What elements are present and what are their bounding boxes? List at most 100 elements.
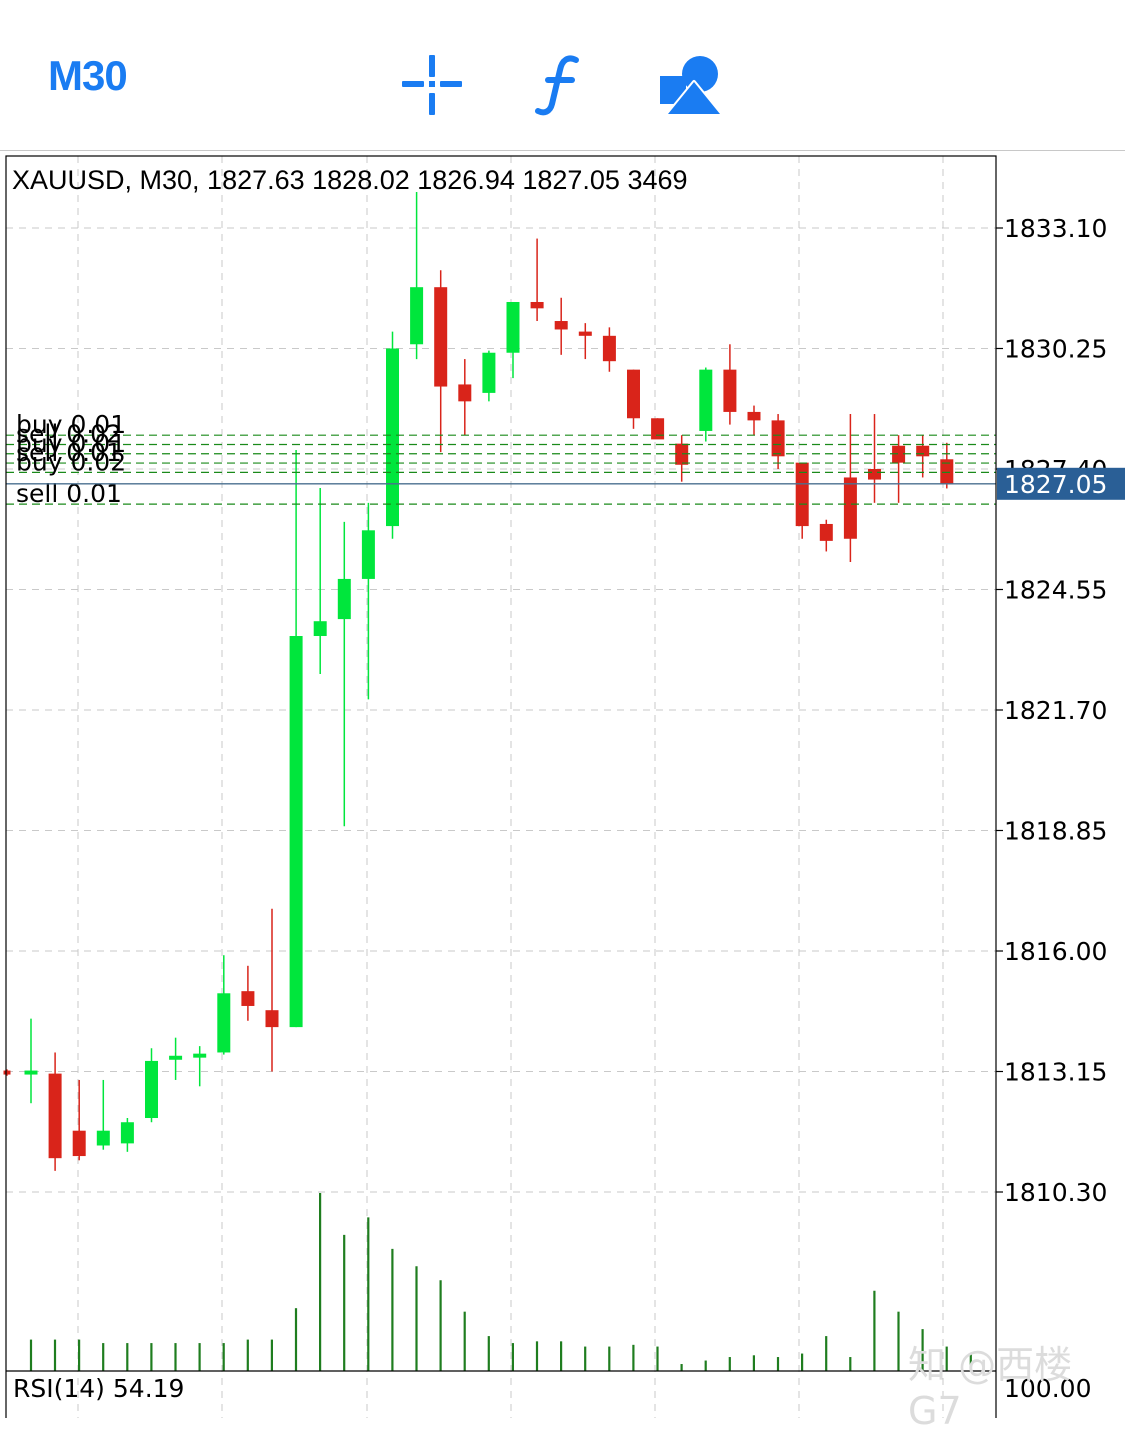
candle-29 bbox=[699, 367, 713, 442]
axis-tick-label-4: 1821.70 bbox=[1004, 696, 1107, 725]
candle-6 bbox=[145, 1048, 158, 1123]
candle-21 bbox=[506, 301, 520, 379]
candle-4 bbox=[96, 1079, 110, 1150]
objects-icon[interactable] bbox=[658, 52, 724, 118]
trade-line-label-3: sell 0.01 bbox=[16, 438, 122, 467]
toolbar-divider bbox=[0, 150, 1125, 151]
candle-body-9 bbox=[217, 993, 231, 1053]
candle-15 bbox=[361, 502, 375, 700]
candle-26 bbox=[627, 369, 640, 429]
candle-5 bbox=[120, 1118, 134, 1152]
candle-body-24 bbox=[578, 331, 592, 336]
candle-body-7 bbox=[169, 1055, 183, 1060]
candle-body-21 bbox=[506, 301, 520, 353]
rsi-axis-label: 100.00 bbox=[1004, 1374, 1091, 1403]
candle-body-23 bbox=[554, 321, 568, 330]
candle-body-34 bbox=[819, 523, 833, 541]
volume-bars bbox=[29, 1193, 972, 1371]
axis-tick-label-7: 1813.15 bbox=[1004, 1058, 1107, 1087]
candle-body-2 bbox=[48, 1073, 62, 1159]
candle-body-12 bbox=[289, 636, 303, 1028]
candle-27 bbox=[651, 418, 665, 440]
candle-body-10 bbox=[241, 991, 255, 1006]
candle-31 bbox=[747, 405, 761, 436]
current-price-label: 1827.05 bbox=[1004, 470, 1107, 499]
candle-body-17 bbox=[410, 287, 424, 345]
axis-tick-label-3: 1824.55 bbox=[1004, 576, 1107, 605]
candle-36 bbox=[868, 414, 881, 503]
candle-body-36 bbox=[868, 469, 881, 480]
candle-7 bbox=[169, 1037, 183, 1080]
candle-body-31 bbox=[747, 411, 761, 421]
candle-0 bbox=[3, 1069, 11, 1076]
toolbar: M30 bbox=[0, 0, 1125, 150]
candle-body-14 bbox=[337, 578, 351, 620]
axis-tick-label-0: 1833.10 bbox=[1004, 214, 1107, 243]
candle-33 bbox=[795, 462, 809, 539]
candle-body-5 bbox=[120, 1122, 134, 1144]
candle-10 bbox=[241, 965, 255, 1021]
candle-body-20 bbox=[482, 352, 496, 393]
candle-22 bbox=[530, 238, 544, 322]
candle-body-25 bbox=[602, 335, 616, 362]
candle-34 bbox=[819, 519, 833, 552]
candle-body-13 bbox=[313, 621, 327, 637]
candle-body-37 bbox=[892, 445, 906, 463]
trade-line-label-0: buy 0.01 bbox=[16, 410, 126, 439]
candle-9 bbox=[217, 955, 231, 1055]
price-axis: 1833.101830.251827.401824.551821.701818.… bbox=[996, 214, 1125, 1207]
candle-11 bbox=[265, 908, 279, 1072]
chart-header: XAUUSD, M30, 1827.63 1828.02 1826.94 182… bbox=[12, 165, 688, 195]
crosshair-icon[interactable] bbox=[399, 52, 465, 118]
trade-line-label-2: buy 0.01 bbox=[16, 429, 126, 458]
candle-12 bbox=[289, 449, 303, 1028]
candle-body-29 bbox=[699, 369, 713, 431]
candle-body-26 bbox=[627, 369, 640, 419]
candle-body-3 bbox=[72, 1130, 86, 1157]
candle-23 bbox=[554, 297, 568, 355]
candle-14 bbox=[337, 521, 351, 827]
candle-2 bbox=[48, 1052, 62, 1171]
chart-grid bbox=[6, 156, 996, 1418]
timeframe-button[interactable]: M30 bbox=[48, 52, 128, 99]
candle-body-4 bbox=[96, 1130, 110, 1146]
candle-body-16 bbox=[386, 348, 399, 527]
candle-16 bbox=[386, 331, 399, 539]
candle-body-6 bbox=[145, 1060, 158, 1119]
candle-19 bbox=[458, 359, 472, 436]
candles bbox=[3, 192, 954, 1171]
candle-30 bbox=[723, 344, 737, 425]
plot-border bbox=[5, 155, 997, 1418]
candle-body-38 bbox=[916, 445, 930, 457]
trade-line-label-4: buy 0.02 bbox=[16, 447, 126, 476]
candle-32 bbox=[771, 414, 785, 469]
candle-body-11 bbox=[265, 1010, 279, 1028]
candle-body-0 bbox=[3, 1070, 11, 1075]
candle-body-1 bbox=[24, 1070, 38, 1075]
axis-tick-label-8: 1810.30 bbox=[1004, 1178, 1107, 1207]
candle-body-19 bbox=[458, 384, 472, 402]
candle-13 bbox=[313, 488, 327, 675]
candle-39 bbox=[940, 442, 954, 489]
function-icon[interactable] bbox=[528, 52, 594, 118]
candle-body-15 bbox=[361, 530, 375, 579]
candle-24 bbox=[578, 323, 592, 360]
candle-body-27 bbox=[651, 418, 665, 440]
candle-body-33 bbox=[795, 462, 809, 527]
candle-body-18 bbox=[434, 287, 448, 387]
current-price-badge bbox=[997, 467, 1125, 500]
candle-3 bbox=[72, 1079, 86, 1161]
axis-tick-label-5: 1818.85 bbox=[1004, 817, 1107, 846]
candle-18 bbox=[434, 270, 448, 453]
candle-body-39 bbox=[940, 459, 954, 484]
candle-28 bbox=[675, 435, 689, 482]
candle-body-35 bbox=[843, 477, 857, 539]
candle-body-32 bbox=[771, 420, 785, 457]
candle-38 bbox=[916, 435, 930, 478]
candle-20 bbox=[482, 350, 496, 402]
candle-35 bbox=[843, 414, 857, 563]
candle-body-22 bbox=[530, 301, 544, 309]
axis-tick-label-6: 1816.00 bbox=[1004, 937, 1107, 966]
